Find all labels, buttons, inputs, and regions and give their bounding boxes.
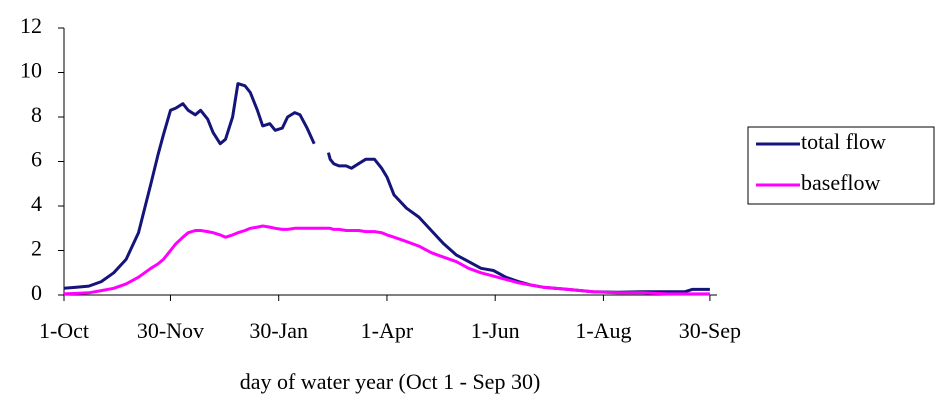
y-tick-label: 8: [31, 102, 42, 127]
legend-box: [747, 126, 935, 205]
x-tick-label: 1-Oct: [39, 318, 89, 343]
x-tick-label: 30-Nov: [137, 318, 204, 343]
y-tick-label: 6: [31, 147, 42, 172]
y-tick-label: 12: [20, 13, 42, 38]
legend-label: baseflow: [801, 170, 881, 195]
x-tick-label: 1-Aug: [575, 318, 631, 343]
series-line: [63, 224, 710, 296]
x-axis-label: day of water year (Oct 1 - Sep 30): [240, 369, 541, 394]
series-line: [326, 152, 710, 294]
x-tick-label: 1-Jun: [471, 318, 520, 343]
series-line: [63, 82, 316, 290]
x-tick-label: 1-Apr: [361, 318, 414, 343]
x-tick-label: 30-Jan: [249, 318, 308, 343]
legend-label: total flow: [801, 129, 886, 154]
y-tick-label: 2: [31, 236, 42, 261]
y-tick-label: 10: [20, 58, 42, 83]
y-tick-label: 4: [31, 191, 42, 216]
x-tick-label: 30-Sep: [679, 318, 741, 343]
y-tick-label: 0: [31, 280, 42, 305]
